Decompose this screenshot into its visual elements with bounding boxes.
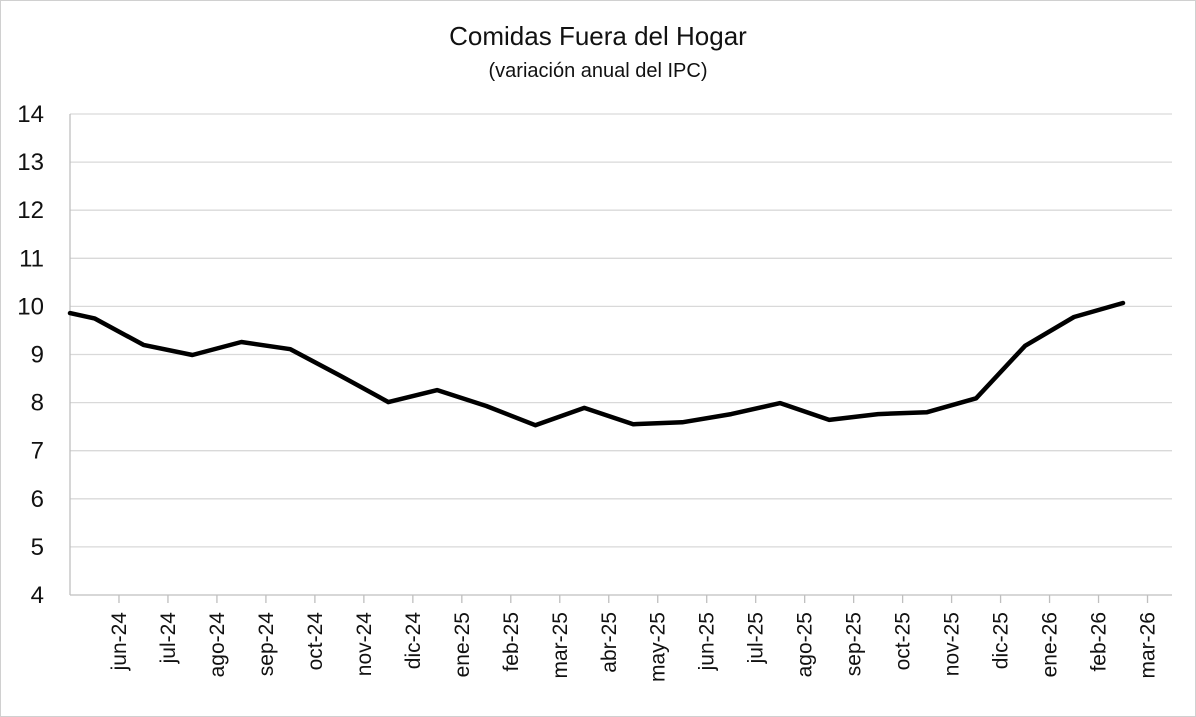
y-tick-label: 5 [31,534,44,561]
axes [69,114,1172,603]
x-tick-label: ene-26 [1039,612,1062,677]
y-tick-label: 4 [31,582,44,609]
x-tick-label: sep-25 [843,612,866,676]
y-tick-labels: 4 5 6 7 8 9 10 11 12 13 14 [17,101,44,609]
x-tick-label: nov-24 [353,612,376,677]
y-tick-label: 8 [31,390,44,417]
x-tick-label: ene-25 [451,612,474,677]
x-tick-label: feb-26 [1088,612,1111,672]
y-tick-label: 14 [17,101,44,128]
y-tick-label: 7 [31,438,44,465]
x-tick-label: mar-25 [549,612,572,679]
x-tick-label: nov-25 [941,612,964,676]
x-tick-label: oct-24 [304,612,327,671]
series-layer [67,300,1126,428]
x-tick-label: jul-24 [157,612,180,665]
x-tick-labels: jun-24 jul-24 ago-24 sep-24 oct-24 nov-24 dic-… [108,612,1160,682]
x-tick-label: dic-24 [402,612,425,670]
gridlines [70,113,1172,548]
x-tick-label: oct-25 [892,612,915,670]
x-tick-label: jun-25 [696,612,719,671]
x-tick-label: mar-26 [1137,612,1160,679]
x-tick-label: sep-24 [255,612,278,677]
y-tick-label: 6 [31,486,44,513]
series-line [67,300,1126,428]
y-tick-label: 13 [17,149,44,176]
x-tick-label: jul-25 [745,612,768,664]
y-tick-label: 12 [17,197,44,224]
x-tick-label: dic-25 [990,612,1013,669]
y-tick-label: 9 [31,342,44,369]
x-tick-label: jun-24 [108,612,131,672]
y-tick-label: 11 [19,245,44,272]
x-tick-label: ago-24 [206,612,229,678]
x-tick-label: abr-25 [598,612,621,673]
x-tick-label: ago-25 [794,612,817,677]
x-tick-label: feb-25 [500,612,523,672]
y-tick-label: 10 [17,293,44,320]
chart-title: Comidas Fuera del Hogar [449,21,747,51]
x-tick-label: may-25 [647,612,670,682]
chart-subtitle: (variación anual del IPC) [489,60,708,82]
